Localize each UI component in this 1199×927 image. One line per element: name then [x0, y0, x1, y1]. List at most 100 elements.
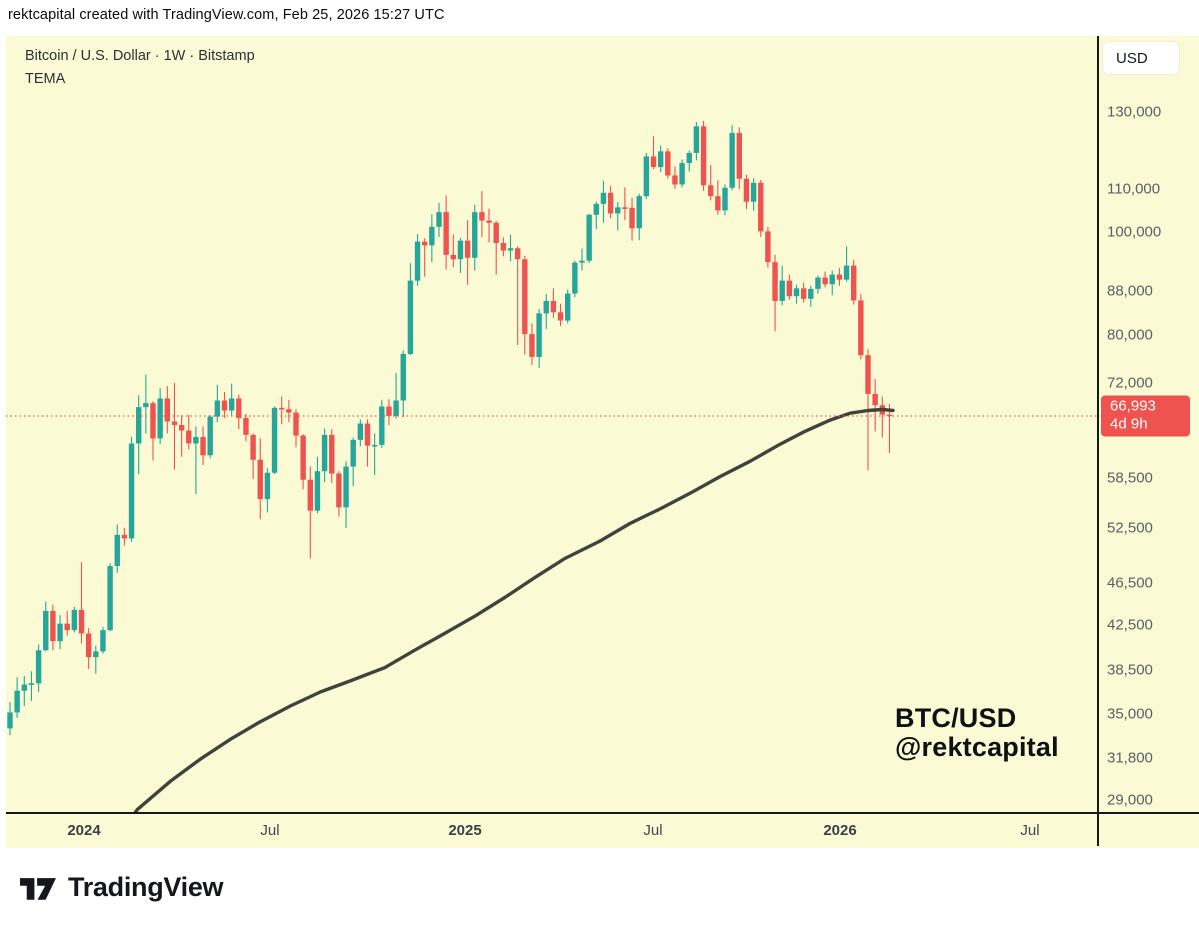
candle-body: [822, 277, 828, 285]
candle-body: [379, 406, 385, 445]
candlestick-plot[interactable]: Bitcoin / U.S. Dollar · 1W · Bitstamp TE…: [6, 36, 1097, 812]
candle-body: [443, 212, 449, 255]
candle-body: [343, 466, 349, 508]
candle-body: [114, 534, 120, 567]
candle-body: [872, 393, 878, 406]
candle-body: [14, 690, 20, 713]
candle-body: [550, 300, 557, 313]
price-tick-label: 46,500: [1107, 574, 1153, 592]
candle-body: [507, 248, 514, 251]
candle-body: [279, 407, 285, 410]
chart-area[interactable]: Bitcoin / U.S. Dollar · 1W · Bitstamp TE…: [6, 36, 1199, 848]
price-tick-label: 100,000: [1107, 223, 1162, 241]
candle-body: [250, 434, 256, 460]
candle-body: [472, 212, 478, 258]
price-tick-label: 35,000: [1107, 705, 1153, 723]
candle-body: [436, 212, 442, 227]
currency-toggle-button[interactable]: USD: [1103, 42, 1179, 74]
candle-body: [865, 355, 871, 394]
candle-body: [565, 293, 571, 321]
last-price-badge: 66,993 4d 9h: [1101, 395, 1190, 437]
candle-body: [514, 248, 521, 260]
time-label-month: Jul: [1020, 822, 1040, 839]
tema-line: [133, 407, 895, 812]
candle-body: [593, 203, 599, 215]
candle-body: [672, 175, 678, 185]
time-label-month: Jul: [260, 822, 280, 839]
indicator-label: TEMA: [25, 71, 66, 87]
candle-body: [257, 459, 263, 500]
candle-body: [7, 712, 13, 729]
candle-body: [679, 163, 685, 185]
candle-body: [50, 610, 56, 642]
price-tick-label: 72,000: [1107, 374, 1153, 392]
candle-body: [522, 259, 528, 335]
candle-body: [64, 623, 70, 631]
candle-body: [600, 192, 607, 204]
candle-body: [286, 409, 292, 413]
candle-body: [622, 207, 628, 209]
candle-body: [836, 274, 843, 280]
candle-body: [43, 610, 49, 651]
chart-layers: [6, 120, 1097, 812]
candle-body: [321, 434, 328, 472]
candle-body: [572, 262, 578, 294]
candle-body: [28, 683, 35, 685]
candle-body: [829, 274, 835, 285]
time-label-year: 2026: [823, 822, 857, 839]
candle-body: [21, 684, 27, 691]
candle-body: [236, 398, 242, 419]
candle-body: [143, 403, 149, 408]
candle-body: [128, 443, 135, 539]
candle-body: [650, 156, 657, 168]
time-axis-line: [6, 812, 1199, 814]
candle-body: [708, 185, 714, 197]
candle-body: [93, 651, 99, 658]
candle-body: [529, 334, 535, 357]
candle-body: [636, 196, 642, 229]
candle-body: [271, 407, 278, 473]
price-tick-label: 58,500: [1107, 469, 1153, 487]
price-tick-label: 110,000: [1107, 180, 1161, 198]
last-price-value: 66,993: [1110, 397, 1156, 415]
candle-body: [350, 439, 356, 467]
candle-body: [543, 300, 549, 314]
attribution-text: rektcapital created with TradingView.com…: [8, 7, 445, 23]
candle-body: [700, 126, 707, 186]
price-scale[interactable]: USD 66,993 4d 9h 130,000 110,000 100,000 88…: [1097, 36, 1199, 848]
price-tick-label: 52,500: [1107, 519, 1153, 537]
candle-body: [364, 423, 371, 446]
tradingview-logo-icon[interactable]: [18, 870, 58, 906]
candle-body: [808, 288, 814, 299]
candle-body: [414, 241, 421, 281]
candle-body: [78, 609, 85, 634]
candle-body: [157, 398, 163, 439]
tradingview-brand-text[interactable]: TradingView: [68, 872, 224, 902]
candle-body: [779, 280, 785, 301]
candle-body: [629, 207, 635, 229]
candle-body: [336, 473, 342, 508]
price-tick-label: 31,800: [1107, 749, 1153, 767]
candle-body: [536, 313, 542, 357]
candle-body: [800, 288, 807, 299]
attribution-bar: rektcapital created with TradingView.com…: [0, 0, 1199, 36]
candle-body: [407, 280, 414, 354]
candle-body: [71, 609, 78, 631]
candle-body: [164, 398, 170, 422]
watermark-symbol: BTC/USD: [895, 703, 1017, 733]
candle-body: [100, 630, 106, 652]
price-tick-label: 29,000: [1107, 791, 1153, 809]
candle-body: [243, 418, 249, 435]
candle-body: [450, 254, 456, 260]
candle-body: [429, 226, 435, 246]
price-tick-label: 42,500: [1107, 616, 1153, 634]
candle-body: [207, 416, 213, 456]
candle-body: [457, 240, 464, 260]
candle-body: [464, 240, 471, 258]
candle-body: [57, 623, 63, 642]
candle-body: [371, 444, 378, 447]
candle-body: [214, 400, 221, 417]
candle-body: [750, 182, 757, 202]
chart-canvas[interactable]: [6, 36, 1097, 812]
candle-body: [107, 566, 113, 631]
